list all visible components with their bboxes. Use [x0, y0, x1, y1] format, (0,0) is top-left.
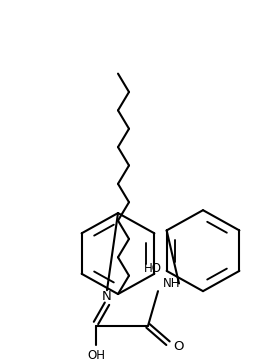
Text: N: N: [102, 290, 112, 303]
Text: HO: HO: [144, 261, 162, 274]
Text: NH: NH: [163, 277, 181, 290]
Text: O: O: [173, 340, 183, 353]
Text: OH: OH: [87, 349, 105, 362]
